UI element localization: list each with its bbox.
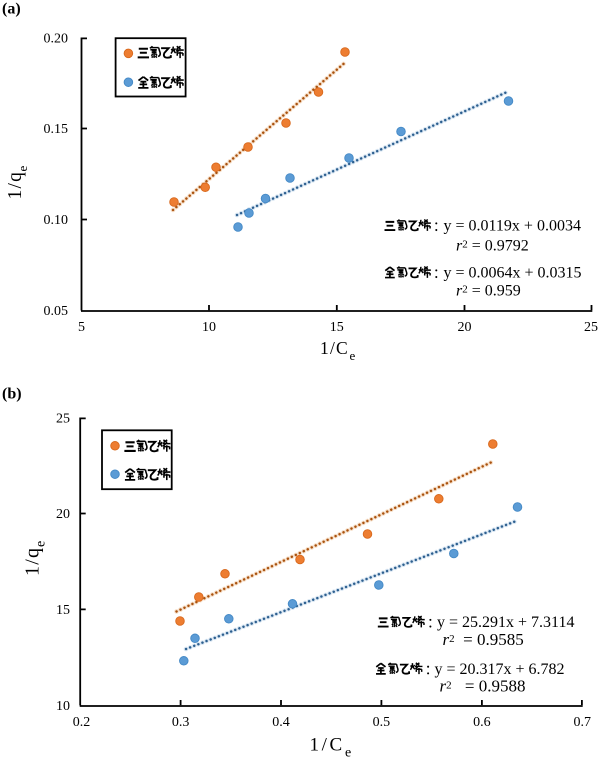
svg-text:r2 = 0.9792: r2 = 0.9792 [456, 238, 529, 255]
svg-text:0.4: 0.4 [272, 715, 290, 730]
svg-text:r2 = 0.9588: r2 = 0.9588 [440, 677, 526, 696]
svg-text:0.2: 0.2 [73, 715, 91, 730]
svg-text:e: e [345, 746, 351, 761]
svg-text:25: 25 [56, 412, 70, 427]
svg-text:1/q: 1/q [5, 171, 26, 200]
svg-text:e: e [350, 348, 356, 363]
svg-text:10: 10 [56, 699, 70, 714]
svg-text:1/q: 1/q [22, 547, 44, 576]
svg-text:0.7: 0.7 [574, 715, 592, 730]
svg-text:0.20: 0.20 [44, 32, 69, 47]
svg-text:5: 5 [78, 320, 85, 335]
svg-text:25: 25 [584, 320, 598, 335]
svg-text:y = 25.291x + 7.3114: y = 25.291x + 7.3114 [437, 614, 574, 631]
svg-text:0.5: 0.5 [373, 715, 391, 730]
svg-text:1/C: 1/C [320, 338, 349, 358]
svg-text:0.3: 0.3 [172, 715, 190, 730]
svg-text:r2 = 0.959: r2 = 0.959 [456, 283, 521, 300]
svg-text:0.10: 0.10 [44, 213, 69, 228]
svg-text:y = 0.0064x + 0.0315: y = 0.0064x + 0.0315 [444, 265, 582, 282]
svg-text:e: e [34, 541, 49, 547]
svg-text:(b): (b) [2, 386, 22, 403]
svg-text:y = 0.0119x + 0.0034: y = 0.0119x + 0.0034 [444, 218, 581, 235]
svg-text:10: 10 [202, 320, 216, 335]
svg-text:20: 20 [458, 320, 472, 335]
svg-text:15: 15 [56, 603, 70, 618]
svg-text:r2 = 0.9585: r2 = 0.9585 [443, 630, 524, 649]
svg-text:y = 20.317x + 6.782: y = 20.317x + 6.782 [435, 661, 565, 678]
svg-text:0.05: 0.05 [44, 304, 69, 319]
svg-text:0.6: 0.6 [473, 715, 491, 730]
svg-text:0.15: 0.15 [44, 122, 69, 137]
svg-text:15: 15 [330, 320, 344, 335]
svg-text:1/C: 1/C [310, 735, 345, 756]
svg-text:e: e [15, 166, 30, 172]
svg-text:20: 20 [56, 507, 70, 522]
svg-text:(a): (a) [2, 1, 21, 18]
